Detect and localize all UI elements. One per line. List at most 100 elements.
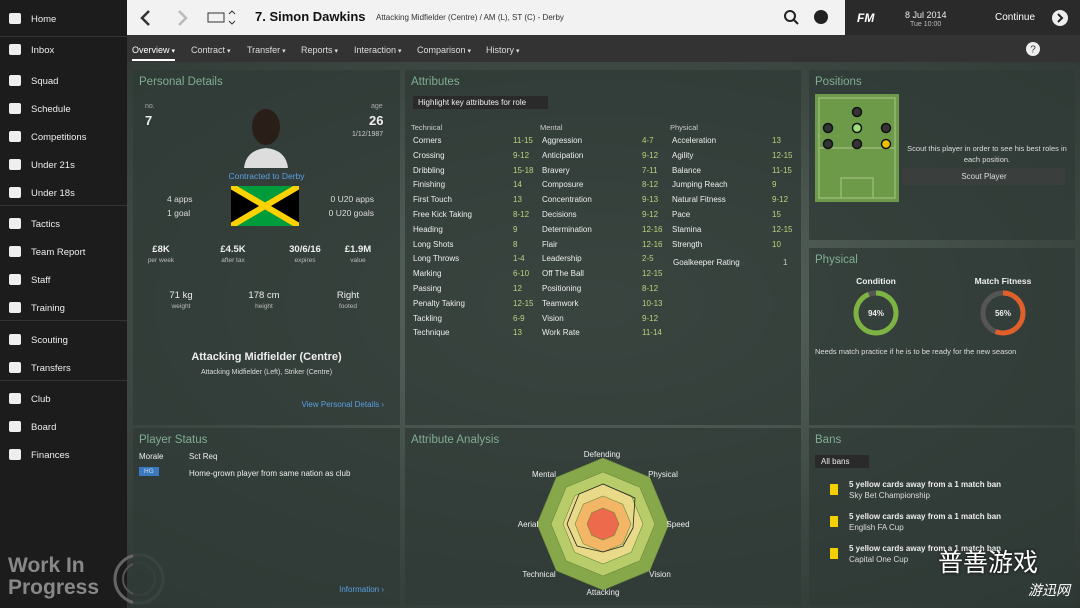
player-photo <box>244 109 288 168</box>
attr-name: Dribbling <box>413 165 445 175</box>
contract-link[interactable]: Contracted to Derby <box>228 171 305 181</box>
fact-value: 30/6/16 <box>289 244 321 255</box>
attr-value: 11-15 <box>772 165 792 175</box>
panel-title: Player Status <box>139 434 208 446</box>
watermark: Work In Progress <box>8 554 100 599</box>
attr-name: Leadership <box>542 254 582 264</box>
nav-arrows[interactable] <box>139 9 199 27</box>
nav-item[interactable]: Home <box>31 14 57 25</box>
nav-item[interactable]: Training <box>31 303 65 314</box>
attr-name: Balance <box>672 165 701 175</box>
attr-value: 4-7 <box>642 136 654 145</box>
attr-name: Teamwork <box>542 298 579 308</box>
radar <box>536 457 670 591</box>
panel-title: Attribute Analysis <box>411 434 500 446</box>
nav-item[interactable]: Staff <box>31 275 51 286</box>
continue-icon[interactable] <box>1051 9 1069 27</box>
tab[interactable]: Interaction <box>354 45 402 55</box>
search-icons[interactable] <box>782 8 837 28</box>
attr-name: Stamina <box>672 224 702 234</box>
attr-name: Heading <box>413 224 443 234</box>
tab[interactable]: History <box>486 45 519 55</box>
logo: FM <box>857 11 875 25</box>
nav-item[interactable]: Under 18s <box>31 188 75 199</box>
attr-value: 9-12 <box>772 195 789 205</box>
position-dot <box>880 122 892 134</box>
axis-label: Mental <box>531 470 556 479</box>
fitness-note: Needs match practice if he is to be read… <box>815 347 1017 356</box>
attr-name: Marking <box>413 269 442 279</box>
bans-filter[interactable]: All bans <box>815 455 870 468</box>
attr-value: 8-12 <box>642 180 659 190</box>
nav-item[interactable]: Schedule <box>31 104 71 115</box>
nav-item[interactable]: Tactics <box>31 219 61 230</box>
attr-value: 9-12 <box>642 210 659 219</box>
divider <box>0 380 127 381</box>
fact-value: £4.5K <box>220 244 246 255</box>
axis-label: Speed <box>666 520 690 529</box>
watermark-brand: 普善游戏 <box>938 549 1039 577</box>
app-stat: 4 apps <box>167 194 193 204</box>
attr-name: Jumping Reach <box>672 180 728 190</box>
radar-shape <box>566 483 636 553</box>
panel-title: Physical <box>815 254 858 266</box>
nav-icon <box>9 187 21 198</box>
info-link[interactable]: Information › <box>339 585 384 594</box>
age: 26 <box>369 113 384 128</box>
attr-name: Bravery <box>542 165 570 175</box>
header-right: FM 8 Jul 2014 Tue 10:00 Continue <box>845 0 1080 35</box>
scout-button[interactable]: Scout Player <box>903 168 1065 185</box>
gauge-arc <box>853 290 899 336</box>
nav-icon <box>9 362 21 373</box>
attr-name: Goalkeeper Rating <box>673 258 740 267</box>
tab[interactable]: Overview <box>132 45 175 61</box>
nav-item[interactable]: Under 21s <box>31 160 75 171</box>
status-text: Home-grown player from same nation as cl… <box>189 469 351 478</box>
attr-name: Positioning <box>542 284 582 293</box>
attr-value: 7-11 <box>642 165 658 175</box>
nav-item[interactable]: Club <box>31 394 51 405</box>
nav-item[interactable]: Transfers <box>31 363 71 374</box>
tab[interactable]: Comparison <box>417 45 471 55</box>
details-link[interactable]: View Personal Details › <box>301 400 384 409</box>
nav-icon <box>9 159 21 170</box>
head <box>252 109 280 145</box>
nav-icon <box>9 131 21 142</box>
body-value: 178 cm <box>248 290 280 301</box>
label: Sct Req <box>189 452 218 461</box>
yellow-card <box>830 484 838 495</box>
highlight-dropdown[interactable]: Highlight key attributes for role <box>413 96 549 109</box>
nav-item[interactable]: Team Report <box>31 247 86 258</box>
nav-item[interactable]: Board <box>31 422 57 433</box>
nav-item[interactable]: Scouting <box>31 335 68 346</box>
position: Attacking Midfielder (Centre) <box>191 351 342 363</box>
yellow-card <box>830 516 838 527</box>
gauge-label: 94% <box>868 309 884 318</box>
nav-item[interactable]: Inbox <box>31 45 55 56</box>
attr-name: Crossing <box>413 150 445 160</box>
attr-name: Pace <box>672 210 691 219</box>
panel-title: Personal Details <box>139 76 223 88</box>
attr-name: Passing <box>413 284 442 293</box>
nav-item[interactable]: Competitions <box>31 132 87 143</box>
attr-value: 9 <box>513 224 518 234</box>
label: no. <box>145 103 155 110</box>
gauge-arc <box>980 290 1026 336</box>
attr-name: Acceleration <box>672 136 717 145</box>
continue-button[interactable]: Continue <box>995 12 1036 23</box>
attr-value: 13 <box>513 195 522 205</box>
attr-name: Concentration <box>542 195 592 205</box>
tab[interactable]: Reports <box>301 45 338 55</box>
attr-name: Off The Ball <box>542 269 584 279</box>
body-label: weight <box>171 303 191 310</box>
tab[interactable]: Transfer <box>247 45 286 55</box>
ban-comp: English FA Cup <box>849 523 904 532</box>
tab[interactable]: Contract <box>191 45 230 55</box>
attr-value: 10-13 <box>642 298 663 308</box>
nav-item[interactable]: Squad <box>31 76 59 87</box>
body-label: footed <box>338 303 358 310</box>
nav-item[interactable]: Finances <box>31 450 70 461</box>
help-icon[interactable]: ? <box>1025 41 1075 57</box>
